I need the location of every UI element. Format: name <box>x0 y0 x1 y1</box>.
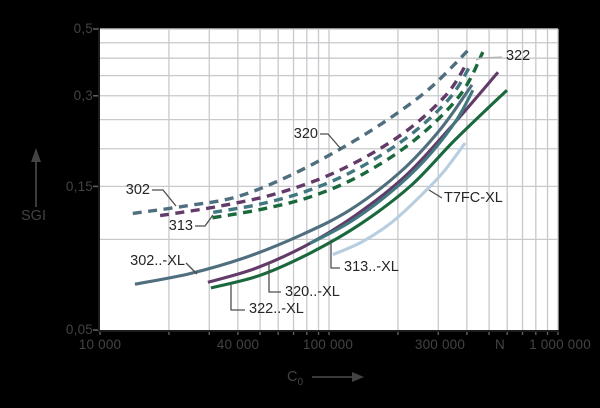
x-tick-label: 10 000 <box>78 337 122 352</box>
curve-label-302xl: 302..-XL <box>130 253 185 269</box>
y-axis-arrowhead-icon <box>31 148 41 162</box>
curve-label-302: 302 <box>125 182 150 198</box>
y-axis-title: SGI <box>21 208 46 224</box>
curve-label-320: 320 <box>293 126 318 142</box>
leader-T7FC-XL <box>428 189 443 199</box>
x-axis-title: C0 <box>287 370 303 390</box>
y-tick-label: 0,05 <box>65 322 93 337</box>
leader-320 <box>320 133 342 150</box>
curve-302..-XL <box>134 83 474 286</box>
leader-322..-XL <box>230 285 245 311</box>
x-tick-label: 1 000 000 <box>529 337 591 352</box>
x-axis-title-main: C <box>287 369 298 385</box>
curve-label-322: 322 <box>506 48 531 64</box>
curve-T7FC-XL <box>332 142 467 257</box>
y-tick-label: 0,15 <box>65 179 93 194</box>
curve-label-313: 313 <box>168 218 193 234</box>
y-tick-label: 0,3 <box>73 88 93 103</box>
x-tick-label: 300 000 <box>414 337 466 352</box>
x-axis-unit: N <box>495 337 505 352</box>
curve-320 <box>159 61 469 218</box>
curve-label-322xl: 322..-XL <box>249 301 304 317</box>
curve-313..-XL <box>309 89 475 245</box>
curve-label-320xl: 320..-XL <box>285 284 340 300</box>
y-tick-label: 0,5 <box>73 21 93 36</box>
leader-302 <box>152 189 177 207</box>
curve-313 <box>212 63 473 214</box>
curve-label-313xl: 313..-XL <box>344 259 399 275</box>
x-tick-label: 100 000 <box>302 337 354 352</box>
curve-label-t7fc: T7FC-XL <box>444 190 503 206</box>
x-axis-arrowhead-icon <box>352 372 364 382</box>
curve-322..-XL <box>210 89 508 290</box>
leader-313..-XL <box>330 240 340 269</box>
leader-322 <box>475 56 503 61</box>
leader-320..-XL <box>268 263 281 293</box>
leader-313 <box>195 214 214 227</box>
curve-322 <box>212 51 485 220</box>
x-tick-label: 40 000 <box>216 337 260 352</box>
x-axis-title-sub: 0 <box>297 376 304 388</box>
leader-302..-XL <box>185 262 198 275</box>
